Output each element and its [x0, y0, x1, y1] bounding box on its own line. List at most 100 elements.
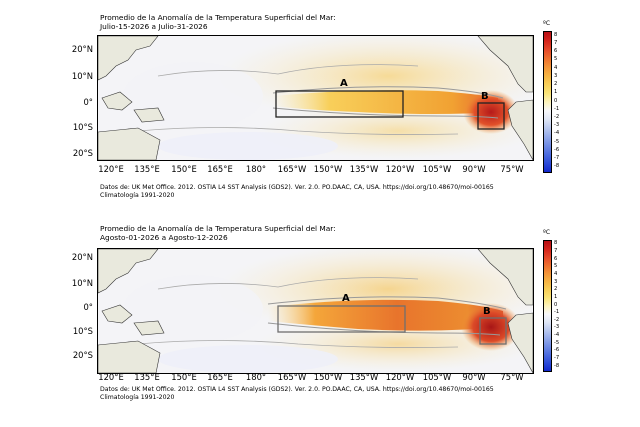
colorbar [543, 240, 552, 372]
contour-line [137, 127, 459, 135]
title-line-1: Promedio de la Anomalía de la Temperatur… [100, 224, 336, 233]
x-tick-label: 105°W [422, 164, 452, 174]
colorbar-tick-label: 6 [554, 48, 558, 55]
eastern-hot-core [463, 90, 519, 134]
colorbar-tick-label: -1 [554, 309, 560, 316]
region-box-b[interactable] [479, 317, 507, 345]
map-title: Promedio de la Anomalía de la Temperatur… [100, 13, 336, 31]
sst-map-svg [98, 249, 533, 373]
colorbar-tick-label: 1 [554, 293, 558, 300]
colorbar-tick-label: 4 [554, 270, 558, 277]
colorbar-tick-label: 8 [554, 240, 558, 247]
x-tick-label: 75°W [500, 372, 524, 382]
colorbar-tick-label: -5 [554, 138, 560, 145]
colorbar-tick-label: 6 [554, 255, 558, 262]
map-title: Promedio de la Anomalía de la Temperatur… [100, 224, 336, 242]
colorbar-tick-label: 0 [554, 301, 558, 308]
region-box-b[interactable] [477, 102, 505, 130]
equatorial-warm-tongue [268, 299, 503, 331]
x-tick-label: 120°W [385, 372, 415, 382]
y-tick-label: 10°S [72, 326, 93, 336]
contour-line [157, 64, 419, 77]
y-tick-label: 0° [83, 302, 93, 312]
land-borneo [101, 91, 133, 111]
x-tick-label: 90°W [462, 372, 486, 382]
sst-anomaly-map[interactable]: A B [97, 248, 534, 374]
colorbar-tick-label: -8 [554, 163, 560, 170]
region-label-b: B [483, 306, 491, 317]
x-tick-label: 150°W [313, 372, 343, 382]
colorbar-tick-label: 7 [554, 39, 558, 46]
x-tick-label: 90°W [462, 164, 486, 174]
colorbar-tick-label: 3 [554, 72, 558, 79]
land-asia [98, 249, 159, 294]
colorbar-tick-label: -8 [554, 362, 560, 369]
colorbar-tick-label: -2 [554, 113, 560, 120]
y-tick-label: 20°S [72, 350, 93, 360]
colorbar-tick-label: 4 [554, 64, 558, 71]
colorbar-tick-label: -3 [554, 122, 560, 129]
y-tick-label: 0° [83, 97, 93, 107]
land-central-america [477, 36, 533, 93]
x-tick-label: 120°W [385, 164, 415, 174]
x-tick-label: 180° [245, 164, 267, 174]
land-australia [98, 127, 161, 160]
x-tick-label: 105°W [422, 372, 452, 382]
x-tick-label: 180° [245, 372, 267, 382]
x-tick-label: 150°E [171, 372, 197, 382]
colorbar-unit: ºC [543, 20, 551, 27]
contour-line [272, 86, 504, 99]
x-tick-label: 165°W [277, 372, 307, 382]
region-label-a: A [342, 293, 350, 304]
land-south-america [507, 312, 533, 373]
x-tick-label: 120°E [98, 164, 124, 174]
land-south-america [507, 99, 533, 160]
colorbar-tick-label: -6 [554, 347, 560, 354]
land-new-guinea [133, 107, 165, 123]
data-source: Datos de: UK Met Office. 2012. OSTIA L4 … [100, 184, 494, 200]
y-tick-label: 20°S [72, 148, 93, 158]
x-tick-label: 135°W [349, 164, 379, 174]
source-line-1: Datos de: UK Met Office. 2012. OSTIA L4 … [100, 184, 494, 191]
sst-anomaly-map[interactable]: A B [97, 35, 534, 161]
colorbar-tick-label: -1 [554, 105, 560, 112]
colorbar-tick-label: -4 [554, 332, 560, 339]
colorbar-tick-label: 3 [554, 278, 558, 285]
colorbar-tick-label: -4 [554, 130, 560, 137]
contour-line [157, 277, 419, 290]
contour-line [267, 296, 507, 310]
map-panel-2: Promedio de la Anomalía de la Temperatur… [0, 212, 640, 412]
land-new-guinea [133, 320, 165, 336]
cool-south-band [158, 132, 338, 160]
colorbar-tick-label: -7 [554, 355, 560, 362]
x-tick-label: 150°E [171, 164, 197, 174]
region-label-b: B [481, 91, 489, 102]
y-tick-label: 10°S [72, 122, 93, 132]
region-box-a[interactable] [277, 305, 406, 333]
colorbar-tick-label: 5 [554, 56, 558, 63]
x-tick-label: 165°W [277, 164, 307, 174]
x-tick-label: 135°E [134, 164, 160, 174]
title-line-1: Promedio de la Anomalía de la Temperatur… [100, 13, 336, 22]
colorbar-tick-label: 8 [554, 31, 558, 38]
colorbar-tick-label: 5 [554, 263, 558, 270]
x-tick-label: 75°W [500, 164, 524, 174]
contour-line [272, 107, 499, 119]
region-box-a[interactable] [275, 90, 404, 118]
x-tick-label: 120°E [98, 372, 124, 382]
title-line-2: Julio-15-2026 a Julio-31-2026 [100, 22, 208, 31]
y-tick-label: 20°N [71, 252, 93, 262]
colorbar-tick-label: -5 [554, 339, 560, 346]
colorbar-tick-label: -6 [554, 146, 560, 153]
data-source: Datos de: UK Met Office. 2012. OSTIA L4 … [100, 386, 494, 402]
source-line-2: Climatología 1991-2020 [100, 192, 175, 199]
colorbar-tick-label: 7 [554, 247, 558, 254]
colorbar [543, 31, 552, 173]
x-tick-label: 150°W [313, 164, 343, 174]
x-tick-label: 165°E [207, 164, 233, 174]
land-borneo [101, 304, 133, 324]
colorbar-tick-label: 2 [554, 81, 558, 88]
y-tick-label: 10°N [71, 71, 93, 81]
title-line-2: Agosto-01-2026 a Agosto-12-2026 [100, 233, 228, 242]
equatorial-warm-tongue [273, 90, 498, 114]
